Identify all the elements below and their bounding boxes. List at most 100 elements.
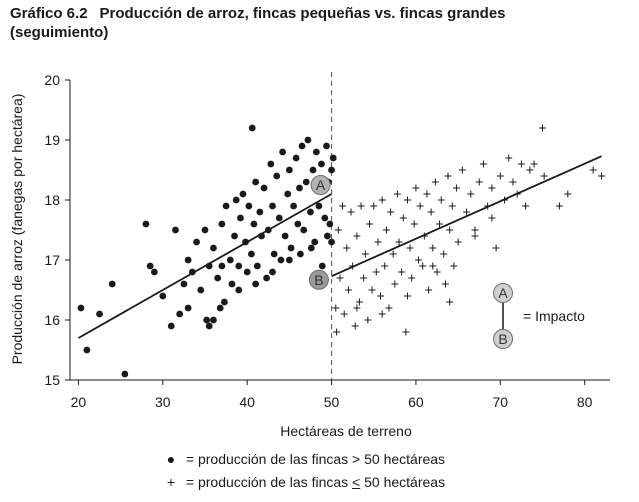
data-point-large-farm: [256, 208, 264, 216]
data-point-large-farm: [248, 124, 256, 132]
data-point-large-farm: [205, 262, 213, 270]
data-point-large-farm: [323, 232, 331, 240]
data-point-large-farm: [253, 262, 261, 270]
data-point-large-farm: [312, 148, 320, 156]
data-point-large-farm: [232, 196, 240, 204]
data-point-large-farm: [250, 220, 258, 228]
data-point-small-farm: [368, 286, 376, 294]
data-point-large-farm: [323, 142, 330, 150]
data-point-large-farm: [150, 268, 158, 276]
data-point-large-farm: [221, 298, 228, 306]
x-tick-label: 20: [71, 394, 87, 410]
data-point-small-farm: [340, 310, 348, 318]
data-point-large-farm: [260, 184, 268, 192]
data-point-small-farm: [419, 262, 427, 270]
data-point-small-farm: [446, 298, 454, 306]
data-point-large-farm: [309, 166, 317, 174]
data-point-large-farm: [216, 304, 224, 312]
data-point-small-farm: [526, 166, 534, 174]
data-point-large-farm: [321, 214, 329, 222]
data-point-large-farm: [176, 310, 184, 318]
data-point-small-farm: [406, 244, 414, 252]
point-b-label: B: [314, 272, 323, 288]
data-point-small-farm: [377, 292, 384, 300]
point-a-badge: [310, 175, 331, 195]
data-point-small-farm: [351, 322, 359, 330]
data-point-small-farm: [496, 172, 504, 180]
data-point-small-farm: [355, 298, 363, 306]
point-b-badge: [308, 269, 329, 290]
data-point-large-farm: [228, 280, 236, 288]
legend-small-operator: <: [352, 474, 361, 490]
data-point-large-farm: [96, 310, 103, 318]
data-point-large-farm: [235, 262, 243, 270]
data-point-small-farm: [513, 190, 521, 198]
plus-icon: +: [166, 474, 176, 490]
data-point-large-farm: [243, 268, 251, 276]
data-point-small-farm: [452, 184, 460, 192]
data-point-small-farm: [387, 208, 395, 216]
data-point-large-farm: [318, 160, 325, 168]
data-point-small-farm: [446, 226, 454, 234]
annotations: A B A B = Impacto: [308, 175, 585, 349]
y-tick-label: 20: [44, 72, 60, 88]
data-point-small-farm: [414, 256, 422, 264]
data-point-large-farm: [239, 190, 247, 198]
x-axis-label: Hectáreas de terreno: [280, 423, 412, 439]
data-point-small-farm: [540, 172, 548, 180]
impact-legend-text: = Impacto: [523, 308, 585, 324]
data-point-small-farm: [448, 202, 456, 210]
data-point-large-farm: [226, 256, 234, 264]
data-point-large-farm: [284, 190, 292, 198]
x-tick-label: 80: [577, 394, 593, 410]
data-point-large-farm: [315, 202, 323, 210]
data-point-large-farm: [121, 370, 129, 378]
data-point-large-farm: [302, 178, 310, 186]
data-point-small-farm: [458, 166, 466, 174]
data-point-large-farm: [188, 268, 196, 276]
x-tick-label: 40: [239, 394, 255, 410]
data-point-small-farm: [332, 304, 340, 312]
data-point-small-farm: [349, 262, 357, 270]
data-point-small-farm: [416, 202, 424, 210]
data-point-small-farm: [344, 286, 352, 294]
data-point-large-farm: [275, 214, 283, 222]
data-point-large-farm: [142, 220, 150, 228]
data-point-large-farm: [205, 322, 213, 330]
y-tick-label: 16: [44, 312, 60, 328]
data-point-small-farm: [389, 250, 397, 258]
data-point-large-farm: [258, 232, 265, 240]
data-point-small-farm: [372, 268, 380, 276]
data-point-large-farm: [210, 244, 217, 252]
data-point-large-farm: [180, 280, 188, 288]
impact-b-label: B: [498, 331, 507, 347]
data-point-small-farm: [463, 208, 471, 216]
data-point-large-farm: [77, 304, 85, 312]
data-point-large-farm: [273, 172, 281, 180]
fit-line-large-farms: [77, 193, 333, 339]
data-point-large-farm: [184, 256, 192, 264]
data-point-small-farm: [488, 214, 496, 222]
data-point-small-farm: [444, 172, 452, 180]
data-point-small-farm: [398, 268, 406, 276]
data-point-small-farm: [336, 274, 344, 282]
data-point-large-farm: [269, 202, 276, 210]
data-point-large-farm: [267, 160, 275, 168]
data-point-large-farm: [252, 280, 260, 288]
data-point-large-farm: [287, 244, 295, 252]
data-point-small-farm: [509, 178, 517, 186]
data-point-small-farm: [353, 304, 361, 312]
data-point-small-farm: [425, 286, 433, 294]
data-point-large-farm: [203, 316, 211, 324]
data-point-large-farm: [201, 226, 209, 234]
data-point-large-farm: [304, 136, 312, 144]
chart-title: Gráfico 6.2 Producción de arroz, fincas p…: [10, 4, 630, 42]
y-tick-label: 17: [44, 252, 60, 268]
chart-title-text: Producción de arroz, fincas pequeñas vs.…: [99, 5, 506, 22]
data-point-large-farm: [214, 274, 222, 282]
data-point-small-farm: [471, 232, 479, 240]
data-point-small-farm: [408, 274, 416, 282]
legend-small-value: 50 hectáreas: [364, 474, 446, 490]
data-point-small-farm: [431, 178, 439, 186]
data-point-large-farm: [242, 238, 249, 246]
